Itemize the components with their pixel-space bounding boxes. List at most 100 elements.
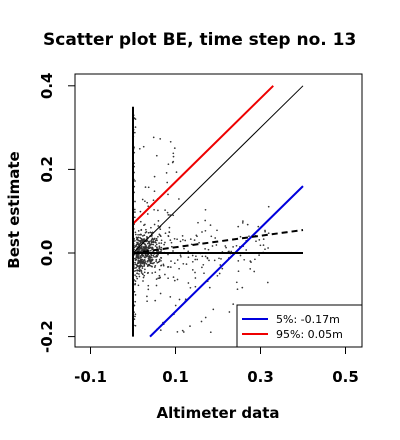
scatter-point [165,172,168,174]
scatter-point [162,263,165,266]
scatter-point [134,267,136,269]
scatter-point [180,255,182,258]
scatter-point [235,281,238,284]
series-line-quantile-0 [149,185,304,338]
scatter-point [144,223,146,226]
scatter-point [249,268,252,270]
scatter-point [149,231,152,234]
scatter-point [135,266,138,269]
scatter-point [213,259,216,262]
scatter-point [158,268,161,271]
scatter-point [249,260,252,262]
scatter-point [210,235,213,238]
scatter-point [160,264,162,267]
x-tick-label: 0.3 [247,368,274,386]
scatter-point [145,231,148,233]
scatter-point [150,240,152,242]
scatter-point [224,245,227,247]
scatter-point [204,255,207,258]
scatter-point [169,296,172,298]
scatter-point [154,264,157,267]
scatter-point [211,245,214,247]
y-axis-label: Best estimate [5,151,23,268]
scatter-point [140,229,143,231]
scatter-point [158,274,161,277]
scatter-point [185,263,188,265]
scatter-points [132,114,270,334]
scatter-point [219,264,222,266]
scatter-point [136,243,139,245]
scatter-point [204,219,207,222]
scatter-point [215,244,218,246]
scatter-point [134,259,137,262]
scatter-point [158,246,161,249]
scatter-point [160,242,163,244]
scatter-point [264,229,266,232]
scatter-point [167,234,170,237]
scatter-point [152,199,155,202]
scatter-point [157,250,160,252]
scatter-point [167,163,170,166]
scatter-point [153,190,156,193]
scatter-point [140,258,143,261]
scatter-point [144,253,147,256]
scatter-point [187,282,190,284]
scatter-point [160,246,163,249]
scatter-point [178,267,180,270]
scatter-point [154,299,157,302]
scatter-point [262,244,265,246]
scatter-point [152,262,154,265]
scatter-point [172,276,175,278]
scatter-point [187,256,190,259]
scatter-point [176,238,178,241]
scatter-point [134,324,137,327]
scatter-point [241,286,244,289]
scatter-point [136,272,139,275]
scatter-point [151,272,154,274]
scatter-point [170,241,173,244]
scatter-point [134,211,136,213]
scatter-point [134,118,137,120]
scatter-point [151,246,154,249]
scatter-point [241,222,244,224]
scatter-point [134,263,137,266]
scatter-point [138,259,140,262]
scatter-point [164,232,167,235]
scatter-point [146,213,149,215]
scatter-point [155,237,158,240]
scatter-point [145,228,147,231]
scatter-point [172,155,175,158]
scatter-point [134,313,137,316]
scatter-point [136,238,138,240]
scatter-point [141,267,144,269]
scatter-point [239,254,242,257]
scatter-point [135,236,138,239]
scatter-point [179,240,182,243]
scatter-point [139,264,141,267]
scatter-point [147,258,150,260]
scatter-point [137,230,140,232]
scatter-point [246,223,249,226]
scatter-point [168,226,171,229]
scatter-point [175,171,178,173]
scatter-point [143,274,146,277]
scatter-point [146,201,149,204]
scatter-point [142,246,145,249]
scatter-point [159,138,162,140]
scatter-point [242,220,244,222]
scatter-point [144,243,146,246]
scatter-point [159,228,162,231]
scatter-point [147,186,150,189]
scatter-point [143,264,146,267]
scatter-point [237,260,240,262]
scatter-point [135,275,138,278]
scatter-point [204,208,207,211]
scatter-point [264,248,266,251]
scatter-point [145,240,148,243]
scatter-point [254,258,256,261]
scatter-point [150,265,153,268]
scatter-point [142,273,144,276]
scatter-point [146,300,148,303]
scatter-point [267,247,269,249]
